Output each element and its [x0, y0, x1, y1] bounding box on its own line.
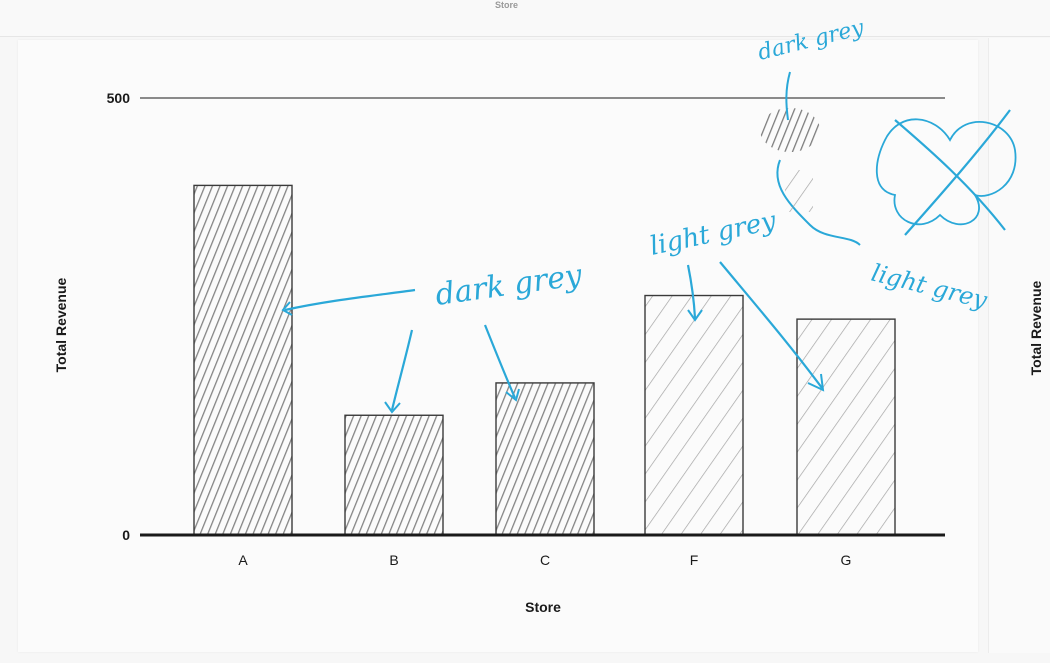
annotation-dark-grey: dark grey [433, 258, 585, 313]
top-cut-label: Store [495, 0, 519, 10]
x-tick-label: G [841, 552, 852, 568]
bar-fill-c [496, 382, 594, 535]
bars [193, 184, 896, 536]
side-paper [988, 38, 1050, 653]
bar-a [193, 184, 293, 536]
legend-dark-swatch [760, 108, 820, 152]
arrowhead-f [687, 309, 703, 322]
y-axis-title: Total Revenue [53, 277, 69, 373]
arrowhead-a [281, 301, 293, 316]
y-tick-label: 500 [107, 90, 131, 106]
legend-light-swatch [785, 170, 813, 212]
legend-dark-arrow [785, 71, 791, 121]
arrowhead-b [384, 401, 401, 414]
arrow-to-bar-b [390, 329, 414, 411]
cross-stroke-1 [894, 119, 1006, 231]
x-axis-title: Store [525, 599, 561, 615]
arrow-to-bar-g [719, 261, 823, 389]
bar-c [495, 382, 595, 536]
bar-b [344, 414, 444, 536]
annotation-legend-dark: dark grey [755, 15, 866, 66]
cross-stroke-2 [904, 109, 1011, 236]
bar-fill-f [645, 295, 743, 535]
bar-fill-a [194, 185, 292, 535]
arrow-to-bar-c [483, 324, 517, 399]
top-strip: Store [0, 0, 1050, 37]
arrow-to-bar-a [284, 288, 416, 312]
arrowhead-g [807, 373, 825, 392]
legend-scribble [776, 159, 861, 246]
x-tick-label: B [389, 552, 398, 568]
x-tick-label: F [690, 552, 699, 568]
y-tick-label: 0 [122, 527, 130, 543]
x-tick-label: A [238, 552, 248, 568]
annotation-legend-light: light grey [869, 259, 991, 315]
scribble-blob [875, 118, 1017, 226]
arrow-to-bar-f [686, 264, 697, 319]
bar-g [796, 318, 896, 536]
x-tick-label: C [540, 552, 550, 568]
arrowhead-c [505, 388, 520, 402]
side-y-axis-title: Total Revenue [1028, 280, 1044, 376]
bar-fill-g [797, 319, 895, 535]
bar-f [644, 294, 744, 536]
axes: A B C F G 0 500 [107, 90, 945, 568]
annotation-light-grey: light grey [647, 206, 779, 262]
bar-fill-b [345, 415, 443, 535]
